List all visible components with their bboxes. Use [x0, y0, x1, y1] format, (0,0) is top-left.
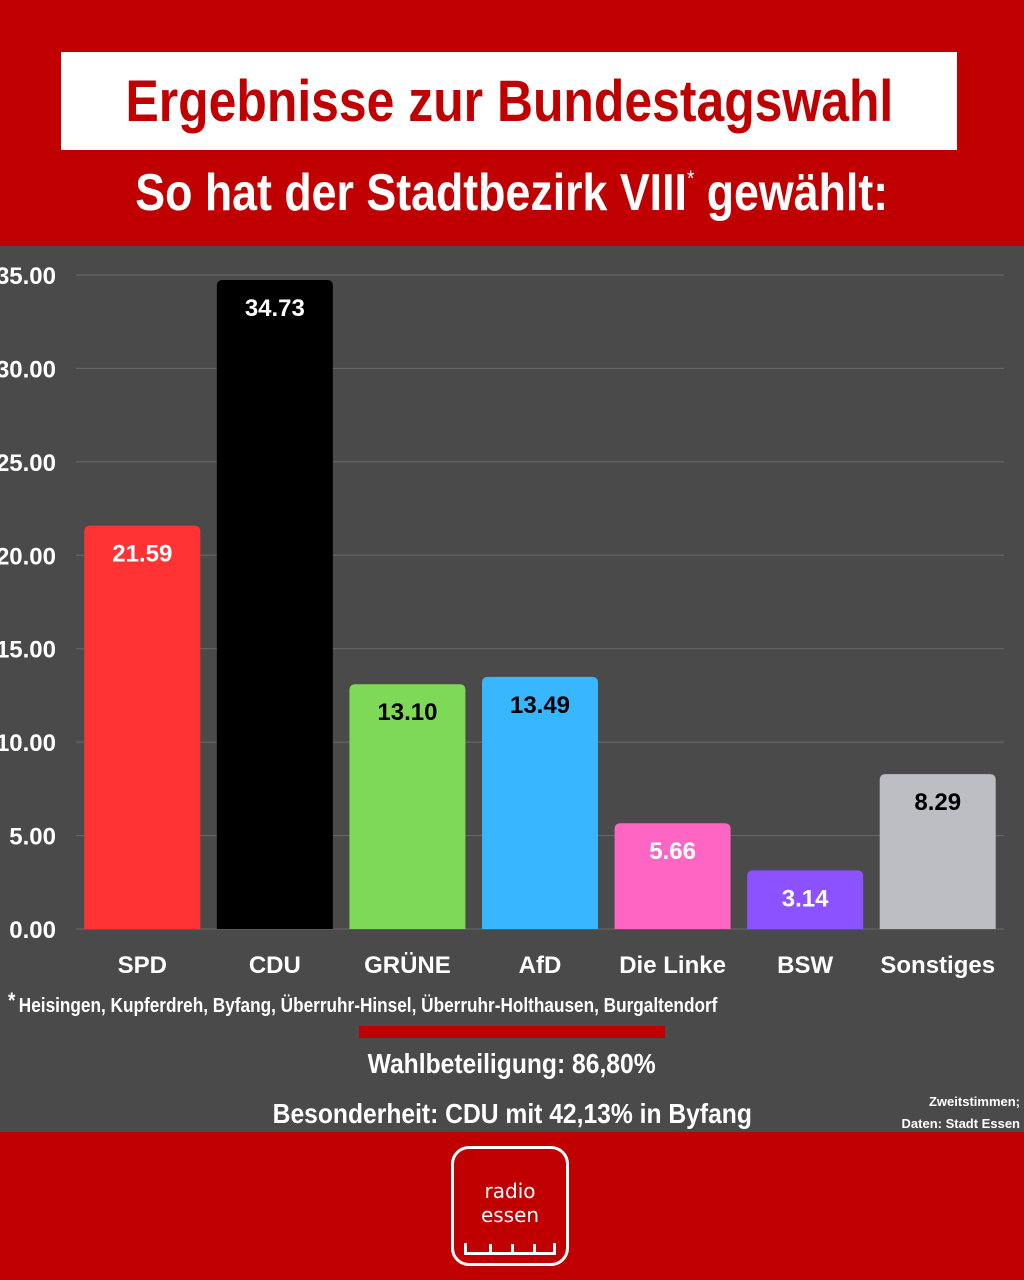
subtitle: So hat der Stadtbezirk VIII* gewählt: [0, 158, 1024, 228]
bar-value-label: 21.59 [112, 541, 172, 568]
chart-panel: 0.00 5.00 10.00 15.00 20.00 25.00 30.00 35.00 21… [0, 246, 1024, 1132]
y-tick-label: 35.00 [0, 263, 56, 290]
x-category-label: SPD [118, 952, 167, 979]
source-line-1: Zweitstimmen; [928, 1094, 1020, 1109]
bar-sonstiges [879, 774, 996, 929]
subtitle-end: gewählt: [707, 164, 889, 222]
bar-die-linke [614, 823, 731, 929]
y-tick-label: 30.00 [0, 356, 56, 383]
bar-value-label: 8.29 [914, 789, 961, 816]
source-line-2: Daten: Stadt Essen [901, 1116, 1020, 1131]
x-category-label: AfD [519, 952, 562, 979]
bar-value-label: 3.14 [782, 885, 829, 912]
y-tick-label: 5.00 [9, 824, 56, 851]
x-category-label: Die Linke [619, 952, 726, 979]
bar-bsw [747, 870, 864, 929]
turnout: Wahlbeteiligung: 86,80% [0, 1048, 1024, 1080]
y-tick-label: 15.00 [0, 637, 56, 664]
logo-line-1: radio [484, 1179, 536, 1203]
x-category-label: BSW [777, 952, 833, 979]
subtitle-footnote-mark: * [687, 166, 695, 191]
page-title: Ergebnisse zur Bundestagswahl [125, 68, 893, 134]
footer: radio essen [0, 1132, 1024, 1280]
logo-line-2: essen [480, 1203, 540, 1227]
bar-value-label: 13.49 [510, 692, 570, 719]
x-category-label: CDU [249, 952, 301, 979]
header: Ergebnisse zur Bundestagswahl So hat der… [0, 0, 1024, 246]
bar-grüne [349, 684, 466, 929]
footnote-mark: * [8, 988, 16, 1013]
special-text: Besonderheit: CDU mit 42,13% in Byfang [272, 1098, 752, 1129]
bar-afd [482, 676, 598, 929]
y-tick-label: 25.00 [0, 450, 56, 477]
y-tick-label: 0.00 [9, 917, 56, 944]
subtitle-text: So hat der Stadtbezirk VIII [135, 164, 688, 222]
logo-ruler-icon [464, 1243, 556, 1255]
bar-value-label: 5.66 [649, 838, 696, 865]
special-note: Besonderheit: CDU mit 42,13% in Byfang [0, 1098, 1024, 1130]
x-category-label: Sonstiges [880, 952, 995, 979]
divider [359, 1026, 665, 1038]
radio-essen-logo: radio essen [451, 1146, 569, 1266]
footnote: * Heisingen, Kupferdreh, Byfang, Überruhr… [8, 988, 1018, 1018]
bar-cdu [216, 280, 333, 929]
title-box: Ergebnisse zur Bundestagswahl [61, 52, 957, 150]
source-note: Zweitstimmen; Daten: Stadt Essen [820, 1091, 1020, 1135]
x-category-label: GRÜNE [364, 952, 451, 979]
bar-spd [84, 525, 201, 929]
y-tick-label: 10.00 [0, 730, 56, 757]
footnote-text: Heisingen, Kupferdreh, Byfang, Überruhr-… [18, 995, 718, 1017]
bar-chart: 0.00 5.00 10.00 15.00 20.00 25.00 30.00 35.00 21… [0, 263, 1004, 979]
turnout-text: Wahlbeteiligung: 86,80% [368, 1048, 656, 1079]
bar-value-label: 13.10 [377, 699, 437, 726]
y-tick-label: 20.00 [0, 543, 56, 570]
bar-value-label: 34.73 [245, 295, 305, 322]
